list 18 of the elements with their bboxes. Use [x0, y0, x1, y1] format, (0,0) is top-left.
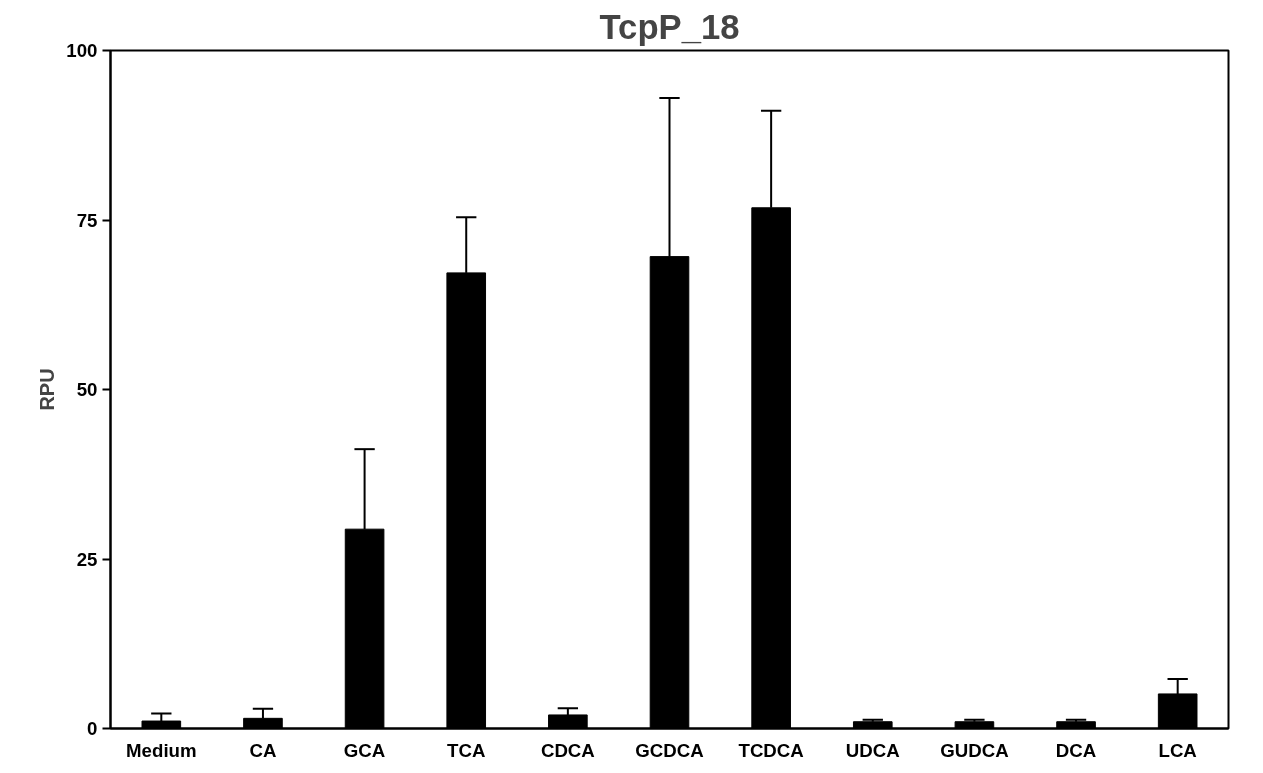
y-tick-label: 100	[66, 40, 98, 61]
y-tick-label: 25	[76, 548, 98, 570]
y-tick-label: 0	[87, 718, 98, 739]
y-tick-label: 75	[76, 209, 98, 231]
x-tick-label: CDCA	[540, 739, 595, 761]
x-tick-label: GCDCA	[635, 739, 704, 761]
x-tick-label: GUDCA	[940, 739, 1009, 761]
x-tick-label: CA	[249, 739, 277, 761]
x-tick-label: GCA	[343, 739, 386, 761]
y-axis-title: RPU	[36, 368, 59, 411]
chart-title: TcpP_18	[599, 7, 740, 46]
x-tick-label: LCA	[1158, 739, 1197, 761]
x-tick-label: Medium	[126, 739, 197, 761]
x-tick-label: TCA	[447, 739, 486, 761]
x-tick-label: TCDCA	[738, 739, 804, 761]
x-tick-label: UDCA	[845, 739, 900, 761]
y-tick-label: 50	[76, 379, 98, 400]
x-tick-label: DCA	[1055, 739, 1097, 761]
